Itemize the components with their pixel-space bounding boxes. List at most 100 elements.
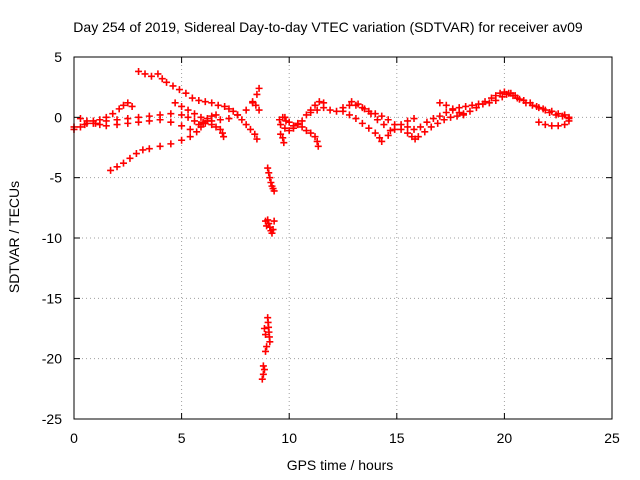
data-point (554, 122, 562, 130)
data-point (302, 111, 310, 119)
data-point (221, 102, 229, 110)
data-point (113, 163, 121, 171)
data-point (277, 121, 285, 129)
data-point (268, 229, 276, 237)
data-point (282, 117, 290, 125)
data-point (348, 98, 356, 106)
data-point (410, 125, 418, 133)
data-point (218, 129, 226, 137)
data-point (225, 115, 233, 123)
data-point (290, 122, 298, 130)
data-point (203, 115, 211, 123)
series-arc-13 (277, 130, 288, 147)
data-point (242, 121, 250, 129)
data-point (259, 370, 267, 378)
data-point (498, 93, 506, 101)
data-point (460, 111, 468, 119)
data-point (380, 121, 388, 129)
data-point (285, 118, 293, 126)
data-point (421, 128, 429, 136)
data-point (141, 70, 149, 78)
data-point (285, 127, 293, 135)
data-point (496, 89, 504, 97)
data-point (367, 110, 375, 118)
data-point (513, 94, 521, 102)
data-point (373, 116, 381, 124)
data-point (314, 142, 322, 150)
data-point (442, 109, 450, 117)
x-tick-label: 20 (497, 430, 513, 446)
series-arc-10 (258, 314, 274, 383)
data-point (414, 133, 422, 141)
data-point (427, 123, 435, 131)
data-point (472, 104, 480, 112)
data-point (404, 129, 412, 137)
data-point (124, 119, 132, 127)
data-point (109, 110, 117, 118)
data-point (262, 217, 270, 225)
series-arc-20 (276, 113, 290, 125)
series-arc-8 (249, 98, 263, 114)
data-point (279, 113, 287, 121)
data-point (266, 174, 274, 182)
x-tick-label: 0 (70, 430, 78, 446)
data-point (449, 105, 457, 113)
data-point (378, 137, 386, 145)
data-point (311, 101, 319, 109)
series-arc-4 (107, 84, 263, 174)
data-point (500, 88, 508, 96)
data-point (270, 217, 278, 225)
data-point (178, 111, 186, 119)
data-point (386, 127, 394, 135)
data-point (526, 99, 534, 107)
series-arc-9 (262, 164, 278, 237)
y-axis-label: SDTVAR / TECUs (6, 181, 22, 293)
data-point (416, 123, 424, 131)
data-point (208, 121, 216, 129)
data-point (102, 113, 110, 121)
data-point (214, 101, 222, 109)
data-point (279, 134, 287, 142)
series-arc-6 (171, 99, 228, 141)
data-points (70, 67, 573, 383)
data-point (339, 107, 347, 115)
data-point (559, 112, 567, 120)
data-point (281, 124, 289, 132)
data-point (565, 117, 573, 125)
data-point (354, 100, 362, 108)
data-point (147, 72, 155, 80)
grid-lines (74, 57, 612, 419)
data-point (154, 70, 162, 78)
series-arc-3 (76, 115, 194, 133)
data-point (251, 130, 259, 138)
data-point (345, 101, 353, 109)
data-point (212, 123, 220, 131)
series-arc-19 (535, 117, 573, 130)
y-tick-label: 5 (54, 49, 62, 65)
data-point (182, 89, 190, 97)
data-point (468, 101, 476, 109)
data-point (184, 113, 192, 121)
data-point (253, 90, 261, 98)
data-point (191, 117, 199, 125)
data-point (423, 118, 431, 126)
data-point (188, 94, 196, 102)
data-point (365, 124, 373, 132)
data-point (436, 99, 444, 107)
data-point (384, 131, 392, 139)
data-point (535, 118, 543, 126)
data-point (307, 129, 315, 137)
data-point (126, 154, 134, 162)
data-point (262, 347, 270, 355)
data-point (229, 107, 237, 115)
x-tick-label: 15 (389, 430, 405, 446)
data-point (505, 89, 513, 97)
data-point (184, 106, 192, 114)
data-point (178, 102, 186, 110)
data-point (171, 99, 179, 107)
data-point (167, 118, 175, 126)
data-point (294, 119, 302, 127)
data-point (436, 112, 444, 120)
data-point (447, 113, 455, 121)
